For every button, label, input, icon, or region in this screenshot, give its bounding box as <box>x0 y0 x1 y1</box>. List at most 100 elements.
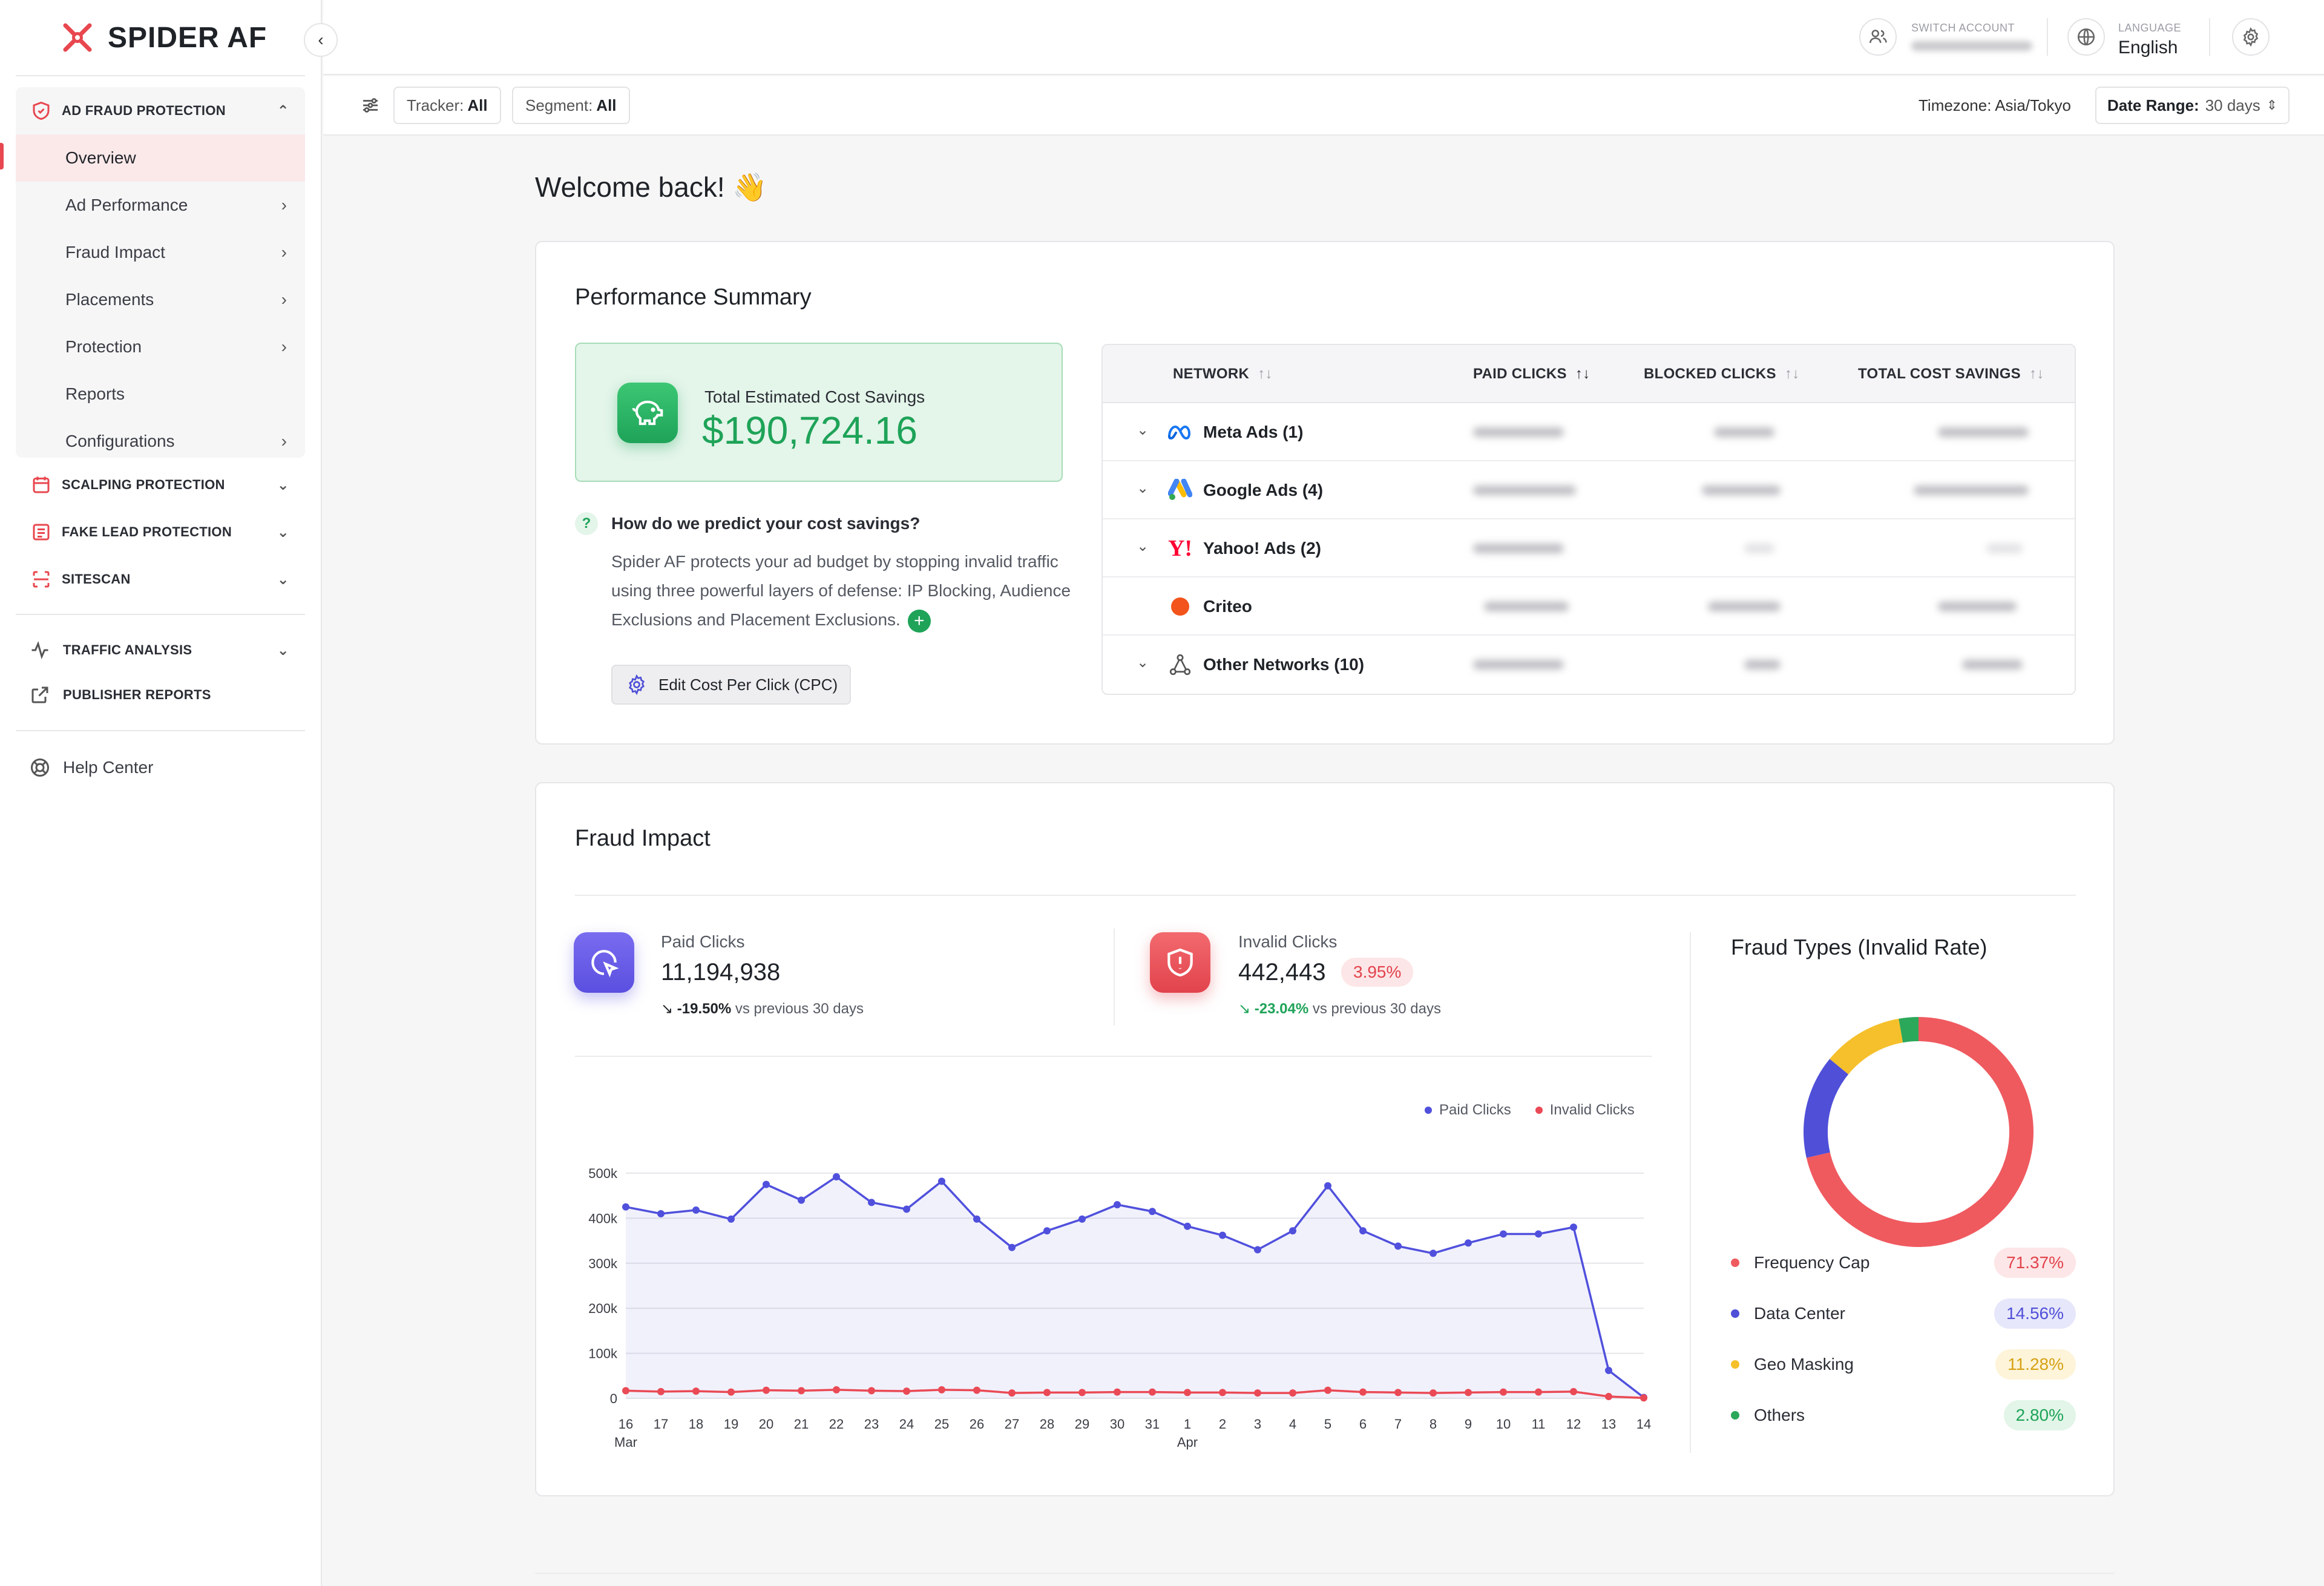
column-header-network[interactable]: NETWORK ↑↓ <box>1173 366 1273 383</box>
column-header-total-cost-savings[interactable]: TOTAL COST SAVINGS ↑↓ <box>1858 366 2044 383</box>
tracker-filter[interactable]: Tracker: All <box>393 87 501 124</box>
plus-circle-icon[interactable]: + <box>907 609 931 633</box>
table-row[interactable]: ⌄ Google Ads (4) <box>1103 461 2075 519</box>
donut-slice-data-center[interactable] <box>1804 1017 2034 1247</box>
legend-dot-paid <box>1425 1107 1432 1114</box>
paid-clicks-redacted <box>1473 427 1564 437</box>
paid-clicks-point <box>798 1196 805 1204</box>
paid-clicks-point <box>868 1199 875 1206</box>
sidebar-group-header-scalping[interactable]: SCALPING PROTECTION ⌄ <box>16 461 305 508</box>
legend-invalid-clicks[interactable]: Invalid Clicks <box>1549 1102 1635 1118</box>
sidebar-item-help-center[interactable]: Help Center <box>29 757 153 778</box>
chevron-left-icon: ‹ <box>318 30 324 49</box>
legend-paid-clicks[interactable]: Paid Clicks <box>1439 1102 1511 1118</box>
sidebar-item-overview[interactable]: Overview <box>16 134 305 182</box>
table-row[interactable]: ⌄ Other Networks (10) <box>1103 636 2075 694</box>
switch-account-button[interactable] <box>1859 18 1897 56</box>
trend-down-icon: ↘ <box>661 1001 674 1017</box>
sidebar-group-header-fake-lead[interactable]: FAKE LEAD PROTECTION ⌄ <box>16 508 305 556</box>
x-tick-label: 13 <box>1601 1417 1616 1432</box>
column-header-blocked-clicks[interactable]: BLOCKED CLICKS ↑↓ <box>1644 366 1799 383</box>
collapse-sidebar-button[interactable]: ‹ <box>304 23 338 57</box>
paid-clicks-redacted <box>1473 660 1564 670</box>
y-tick-label: 100k <box>588 1346 618 1361</box>
invalid-clicks-point <box>1500 1388 1507 1396</box>
chevron-down-icon[interactable]: ⌄ <box>1137 480 1149 496</box>
sidebar-divider <box>16 730 305 731</box>
language-button[interactable] <box>2067 18 2105 56</box>
language-value[interactable]: English <box>2118 38 2178 58</box>
invalid-clicks-point <box>657 1387 665 1395</box>
brand-name: SPIDER AF <box>108 21 268 54</box>
sidebar-item-configurations[interactable]: Configurations › <box>16 418 305 465</box>
chevron-down-icon[interactable]: ⌄ <box>1137 654 1149 671</box>
table-row[interactable]: ⌄ Y! Yahoo! Ads (2) <box>1103 519 2075 577</box>
x-tick-label: 29 <box>1075 1417 1089 1432</box>
top-bar: SWITCH ACCOUNT LANGUAGE English <box>323 0 2324 75</box>
sidebar-item-publisher-reports[interactable]: PUBLISHER REPORTS <box>29 684 211 706</box>
chevron-down-icon: ⌄ <box>277 571 289 588</box>
criteo-icon <box>1167 593 1193 620</box>
edit-cpc-button[interactable]: Edit Cost Per Click (CPC) <box>611 665 851 705</box>
network-name: Google Ads (4) <box>1203 481 1324 499</box>
column-header-paid-clicks[interactable]: PAID CLICKS ↑↓ <box>1473 366 1590 383</box>
blocked-clicks-redacted <box>1714 427 1774 437</box>
account-name-redacted[interactable] <box>1911 41 2032 51</box>
language-label: LANGUAGE <box>2118 22 2182 34</box>
segment-filter[interactable]: Segment: All <box>512 87 630 124</box>
y-tick-label: 0 <box>610 1391 617 1406</box>
fraud-type-label: Data Center <box>1754 1304 1845 1323</box>
comparison-text: vs previous 30 days <box>1312 1001 1441 1017</box>
paid-clicks-point <box>1324 1182 1331 1190</box>
timezone-label: Timezone: Asia/Tokyo <box>1919 96 2071 114</box>
network-table-header: NETWORK ↑↓ PAID CLICKS ↑↓ BLOCKED CLICKS ↑↓… <box>1103 345 2075 403</box>
sidebar-item-reports[interactable]: Reports <box>16 370 305 418</box>
sidebar-group-header-ad-fraud[interactable]: AD FRAUD PROTECTION ⌃ <box>16 87 305 134</box>
invalid-clicks-value: 442,443 <box>1238 959 1326 985</box>
brand-logo[interactable]: SPIDER AF <box>61 21 267 54</box>
globe-icon <box>2077 28 2095 46</box>
sidebar-item-fraud-impact[interactable]: Fraud Impact › <box>16 229 305 276</box>
paid-clicks-point <box>1043 1227 1051 1235</box>
x-tick-label: 30 <box>1110 1417 1124 1432</box>
chevron-down-icon[interactable]: ⌄ <box>1137 422 1149 438</box>
table-row[interactable]: ⌄ Meta Ads (1) <box>1103 403 2075 461</box>
lifebuoy-icon <box>31 758 49 777</box>
paid-clicks-point <box>727 1215 735 1223</box>
sidebar-item-protection[interactable]: Protection › <box>16 323 305 370</box>
network-name: Other Networks (10) <box>1203 655 1365 674</box>
invalid-clicks-point <box>1535 1388 1542 1396</box>
invalid-clicks-point <box>1640 1394 1647 1402</box>
sort-icon: ↑↓ <box>1575 366 1590 382</box>
chevron-down-icon[interactable]: ⌄ <box>1137 538 1149 554</box>
fraud-type-label: Others <box>1754 1406 1805 1424</box>
sidebar-item-ad-performance[interactable]: Ad Performance › <box>16 182 305 229</box>
sidebar-item-placements[interactable]: Placements › <box>16 276 305 323</box>
invalid-clicks-point <box>1114 1388 1121 1396</box>
fraud-type-label: Frequency Cap <box>1754 1253 1870 1272</box>
comparison-text: vs previous 30 days <box>735 1001 864 1017</box>
chart-separator <box>1690 932 1691 1453</box>
sidebar-item-traffic-analysis[interactable]: TRAFFIC ANALYSIS ⌄ <box>29 639 301 661</box>
x-tick-label: 24 <box>899 1417 914 1432</box>
sidebar-group-header-sitescan[interactable]: SITESCAN ⌄ <box>16 556 305 603</box>
activity-icon <box>31 641 48 659</box>
performance-summary-card <box>535 241 2115 745</box>
sidebar-item-label: Reports <box>65 384 125 403</box>
invalid-clicks-point <box>1008 1389 1016 1397</box>
sidebar-item-label: Placements <box>65 290 154 309</box>
segment-filter-value: All <box>596 96 617 114</box>
sliders-icon[interactable] <box>359 94 381 116</box>
invalid-clicks-point <box>1043 1389 1051 1397</box>
cursor-click-icon <box>574 932 634 993</box>
date-range-select[interactable]: Date Range: 30 days ⇕ <box>2095 87 2290 124</box>
paid-clicks-area <box>626 1176 1644 1398</box>
invalid-clicks-line <box>625 1389 1644 1400</box>
donut-slice-others[interactable] <box>1804 1017 2034 1247</box>
invalid-clicks-point <box>903 1387 910 1395</box>
paid-clicks-redacted <box>1473 485 1576 495</box>
settings-button[interactable] <box>2232 18 2270 56</box>
cost-savings-redacted <box>1938 602 2017 611</box>
spider-logo-icon <box>63 23 92 52</box>
table-row[interactable]: Criteo <box>1103 577 2075 636</box>
